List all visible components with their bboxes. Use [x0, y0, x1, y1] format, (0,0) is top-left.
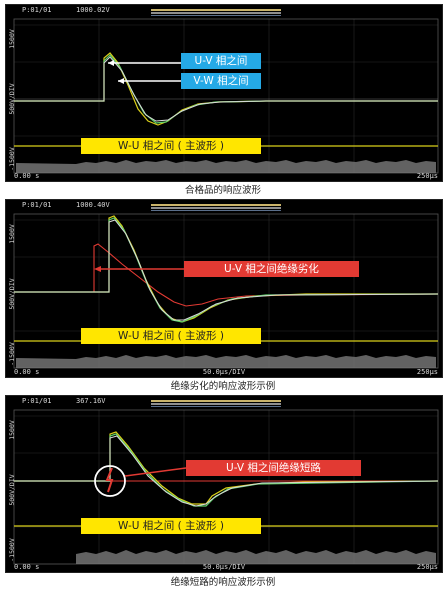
y-scale-label: 500V/DIV: [8, 83, 16, 115]
channel-label: P:01/01: [22, 6, 52, 14]
caption-short: 绝缘短路的响应波形示例: [170, 577, 276, 588]
trigger-bar: [151, 399, 281, 408]
channel-label: P:01/01: [22, 397, 52, 405]
callout-vw: V-W 相之间: [181, 73, 261, 89]
trigger-bar: [151, 8, 281, 17]
caption-degraded: 绝缘劣化的响应波形示例: [170, 381, 276, 392]
x-start-label: 0.00 s: [14, 172, 40, 180]
waveform-plot: [13, 213, 439, 369]
waveform-panel-short: P:01/01 367.16V 1500V 500V/DIV -1500V 0.…: [5, 395, 443, 573]
waveform-panel-degraded: P:01/01 1000.40V 1500V 500V/DIV -1500V 0…: [5, 199, 443, 378]
y-scale-label: 500V/DIV: [8, 278, 16, 310]
caption-pass: 合格品的响应波形: [184, 185, 261, 196]
x-scale-label: 50.0μs/DIV: [202, 563, 246, 571]
x-end-label: 250μs: [416, 172, 438, 180]
peak-voltage: 1000.40V: [76, 201, 110, 209]
waveform-plot: [13, 18, 439, 174]
callout-wu: W-U 相之间 ( 主波形 ): [81, 328, 261, 344]
y-top-label: 1500V: [8, 224, 16, 244]
callout-wu: W-U 相之间 ( 主波形 ): [81, 518, 261, 534]
callout-uv-degraded: U-V 相之间绝缘劣化: [184, 261, 359, 277]
x-scale-label: 50.0μs/DIV: [202, 368, 246, 376]
x-end-label: 250μs: [416, 368, 438, 376]
y-scale-label: 500V/DIV: [8, 474, 16, 506]
peak-voltage: 367.16V: [76, 397, 106, 405]
trigger-bar: [151, 203, 281, 212]
y-top-label: 1500V: [8, 420, 16, 440]
callout-wu: W-U 相之间 ( 主波形 ): [81, 138, 261, 154]
peak-voltage: 1000.02V: [76, 6, 110, 14]
x-end-label: 250μs: [416, 563, 438, 571]
x-start-label: 0.00 s: [14, 368, 40, 376]
y-top-label: 1500V: [8, 29, 16, 49]
callout-uv: U-V 相之间: [181, 53, 261, 69]
x-start-label: 0.00 s: [14, 563, 40, 571]
channel-label: P:01/01: [22, 201, 52, 209]
waveform-panel-pass: P:01/01 1000.02V 1500V 500V/DIV -1500V 0…: [5, 4, 443, 182]
callout-uv-short: U-V 相之间绝缘短路: [186, 460, 361, 476]
waveform-plot: [13, 409, 439, 565]
